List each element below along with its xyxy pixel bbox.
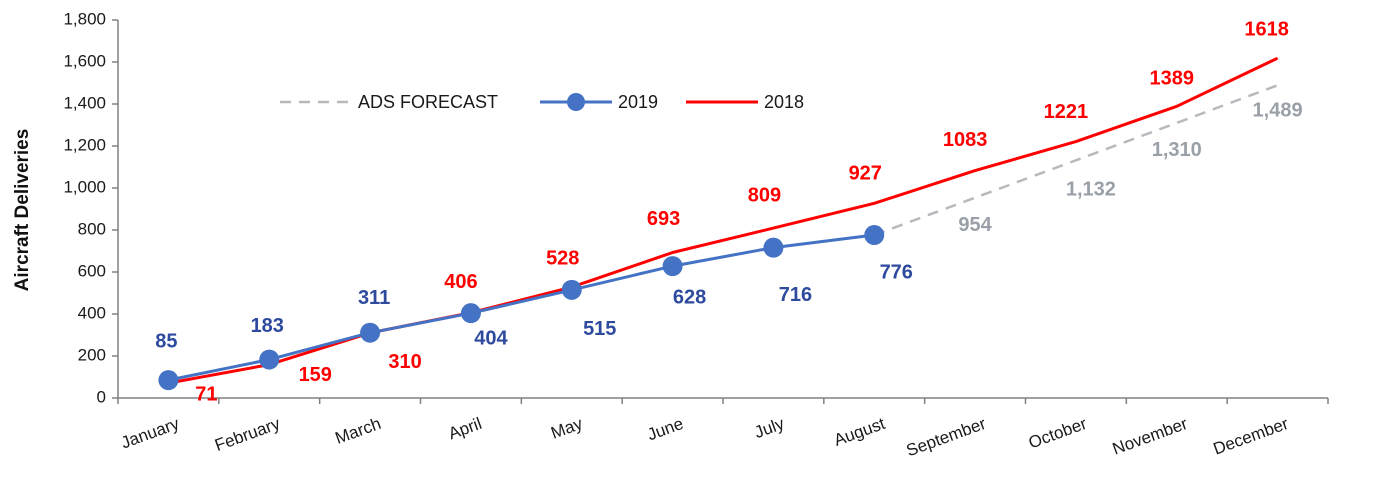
data-point [460,303,481,324]
legend-forecast-label: ADS FORECAST [358,92,498,112]
data-label: 776 [880,261,913,283]
data-point [561,279,582,300]
data-label: 1,489 [1253,100,1303,122]
data-point [360,322,381,343]
series-line [168,233,875,382]
axes [117,20,1328,399]
x-tick-label: February [212,414,283,455]
data-label: 311 [358,287,390,309]
data-point [158,370,179,391]
y-tick-label: 400 [78,303,106,322]
data-label: 85 [155,330,177,352]
y-tick-label: 1,600 [63,51,106,70]
x-tick-label: December [1211,414,1292,459]
x-tick-label: June [645,414,686,444]
x-tick-label: August [831,414,887,450]
x-tick-label: May [548,414,585,443]
data-point [763,237,784,258]
data-label: 1,310 [1152,139,1202,161]
data-label: 716 [779,284,812,306]
data-label: 71 [195,383,217,405]
data-label: 1389 [1150,68,1195,90]
y-tick-label: 600 [78,261,106,280]
y-tick-label: 800 [78,219,106,238]
x-tick-label: March [333,414,384,448]
y-tick-label: 200 [78,345,106,364]
data-point [662,256,683,277]
data-label: 693 [647,208,680,230]
x-ticks: January February March April May June July Augu… [117,398,1329,460]
data-point [864,225,885,246]
data-label: 1083 [943,129,988,151]
legend-2019-marker [567,93,585,111]
y-ticks: 0 200 400 600 800 1,000 1,200 1,400 1,600 1,800 [63,9,118,406]
data-label: 404 [474,327,508,349]
data-label: 183 [251,315,284,337]
series-line [873,84,1279,237]
data-label: 515 [583,318,616,340]
data-label: 406 [444,271,477,293]
data-point [259,349,280,370]
x-tick-label: October [1026,414,1090,453]
legend: ADS FORECAST 2019 2018 [280,92,804,112]
data-label: 628 [673,286,706,308]
data-label: 809 [748,184,781,206]
data-label: 954 [958,214,992,236]
data-labels: 85 183 311 404 515 628 716 776 71 159 310 406 528 693… [155,19,1302,406]
y-axis-label: Aircraft Deliveries [12,129,33,292]
y-tick-label: 1,000 [63,177,106,196]
series-layer [158,56,1279,391]
data-label: 1221 [1044,101,1089,123]
series-line [168,56,1279,385]
data-label: 159 [299,364,332,386]
x-tick-label: September [904,414,989,460]
legend-2019-label: 2019 [618,92,658,112]
y-tick-label: 1,200 [63,135,106,154]
legend-2018-label: 2018 [764,92,804,112]
y-tick-label: 1,400 [63,93,106,112]
x-tick-label: January [118,414,182,453]
data-label: 310 [388,351,421,373]
data-label: 1,132 [1066,179,1116,201]
x-tick-label: April [446,414,484,443]
x-tick-label: July [752,414,787,442]
x-tick-label: November [1110,414,1191,459]
y-tick-label: 1,800 [63,9,106,28]
data-label: 528 [546,247,579,269]
data-label: 927 [849,163,882,185]
data-label: 1618 [1244,19,1289,41]
y-tick-label: 0 [97,387,106,406]
